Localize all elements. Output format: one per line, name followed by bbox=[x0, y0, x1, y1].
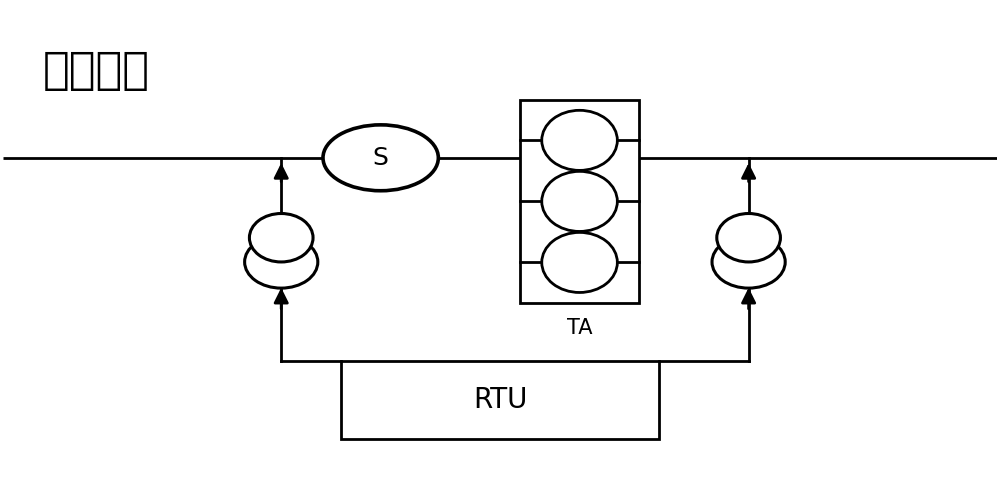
Ellipse shape bbox=[712, 236, 785, 288]
Ellipse shape bbox=[542, 110, 617, 171]
Text: 输电线路: 输电线路 bbox=[43, 49, 150, 92]
Text: TA: TA bbox=[567, 318, 592, 338]
Ellipse shape bbox=[249, 214, 313, 262]
Ellipse shape bbox=[323, 125, 438, 191]
Ellipse shape bbox=[542, 172, 617, 231]
Text: S: S bbox=[373, 146, 389, 170]
Ellipse shape bbox=[245, 236, 318, 288]
Ellipse shape bbox=[542, 232, 617, 293]
Bar bbox=[341, 361, 659, 439]
Text: RTU: RTU bbox=[473, 386, 527, 414]
Bar bbox=[520, 99, 639, 303]
Ellipse shape bbox=[717, 214, 780, 262]
